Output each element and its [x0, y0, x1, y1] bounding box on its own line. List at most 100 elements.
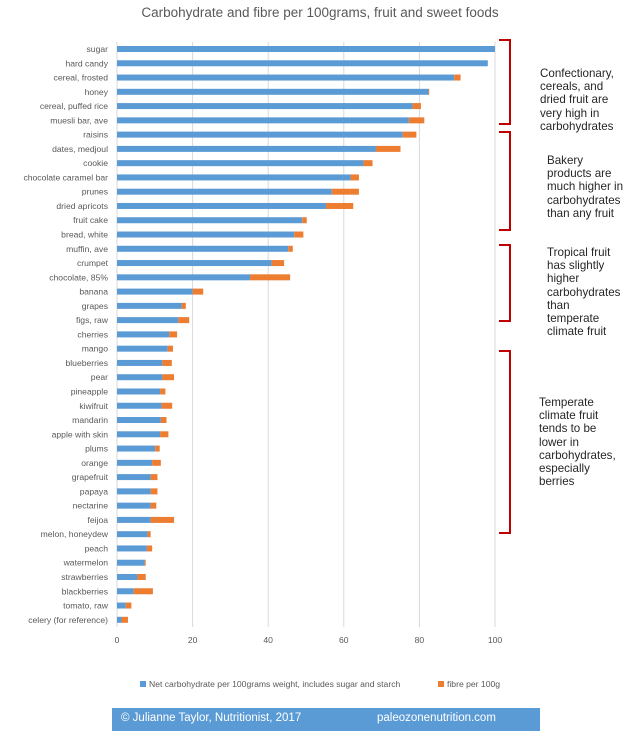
category-label: orange: [81, 458, 108, 468]
category-label: strawberries: [61, 572, 108, 582]
category-labels: sugar hard candy cereal, frosted honey cerea…: [23, 44, 108, 625]
category-label: dates, medjoul: [52, 144, 108, 154]
category-label: watermelon: [63, 558, 109, 568]
bar-net-carbohydrate: [117, 117, 409, 124]
annotation-line: Confectionary,: [540, 67, 614, 80]
x-axis-ticks: 0 20 40 60 80 100: [115, 635, 503, 645]
category-label: celery (for reference): [28, 615, 108, 625]
annotation-line: carbohydrates: [540, 119, 614, 133]
category-label: papaya: [80, 486, 108, 496]
bar-net-carbohydrate: [117, 174, 351, 181]
bar-net-carbohydrate: [117, 417, 161, 424]
bar-net-carbohydrate: [117, 516, 151, 523]
bar-fibre: [155, 445, 160, 452]
bar-fibre: [271, 260, 285, 267]
bar-net-carbohydrate: [117, 331, 170, 338]
bar-net-carbohydrate: [117, 160, 364, 167]
category-label: sugar: [87, 44, 109, 54]
bar-net-carbohydrate: [117, 588, 134, 595]
category-label: honey: [85, 87, 109, 97]
bar-fibre: [412, 103, 421, 110]
category-label: blueberries: [65, 358, 108, 368]
bar-net-carbohydrate: [117, 103, 413, 110]
category-label: raisins: [83, 130, 108, 140]
annotation-line: carbohydrates: [547, 285, 621, 299]
annotation-line: especially: [539, 462, 590, 476]
category-label: kiwifruit: [79, 401, 108, 411]
annotation-line: products are: [547, 167, 612, 181]
annotation-line: carbohydrates: [547, 193, 621, 207]
bar-net-carbohydrate: [117, 317, 179, 324]
category-label: mango: [82, 344, 108, 354]
bar-net-carbohydrate: [117, 474, 151, 481]
bar-fibre: [150, 516, 175, 523]
annotation-line: much higher in: [547, 180, 624, 194]
x-tick-label: 100: [488, 635, 503, 645]
category-label: cherries: [77, 329, 108, 339]
bar-net-carbohydrate: [117, 388, 161, 395]
category-label: nectarine: [73, 501, 109, 511]
chart-plot: sugar hard candy cereal, frosted honey cerea…: [23, 39, 511, 645]
category-label: pineapple: [71, 386, 108, 396]
bar-fibre: [408, 117, 425, 124]
category-label: muesli bar, ave: [50, 115, 108, 125]
category-label: cereal, frosted: [54, 73, 109, 83]
website-link[interactable]: paleozonenutrition.com: [377, 712, 496, 724]
bar-fibre: [160, 388, 166, 395]
category-label: grapefruit: [72, 472, 109, 482]
bar-net-carbohydrate: [117, 359, 163, 366]
annotation-line: climate fruit: [547, 325, 607, 339]
legend-swatch-blue: [140, 681, 146, 687]
bar-fibre: [160, 431, 169, 438]
bar-fibre: [150, 474, 158, 481]
bar-net-carbohydrate: [117, 488, 151, 495]
bar-fibre: [133, 588, 153, 595]
bar-net-carbohydrate: [117, 131, 403, 138]
annotation-line: lower in: [539, 435, 579, 449]
legend-label-fibre: fibre per 100g: [447, 679, 501, 689]
annotation-line: Bakery: [547, 154, 584, 167]
bar-fibre: [147, 531, 151, 538]
category-label: apple with skin: [52, 429, 109, 439]
bar-fibre: [363, 160, 373, 167]
category-label: figs, raw: [76, 315, 109, 325]
bar-net-carbohydrate: [117, 402, 162, 409]
bar-net-carbohydrate: [117, 374, 163, 381]
bar-net-carbohydrate: [117, 431, 161, 438]
bar-fibre: [454, 74, 461, 81]
bar-net-carbohydrate: [117, 60, 488, 67]
bar-fibre: [250, 274, 291, 281]
annotation-line: berries: [539, 475, 575, 489]
category-label: bread, white: [61, 230, 108, 240]
category-label: dried apricots: [56, 201, 108, 211]
bar-fibre: [152, 459, 161, 466]
bar-net-carbohydrate: [117, 616, 122, 623]
category-label: peach: [85, 543, 109, 553]
bar-net-carbohydrate: [117, 188, 332, 195]
x-tick-label: 20: [188, 635, 198, 645]
annotation-line: very high in: [540, 106, 600, 120]
bar-net-carbohydrate: [117, 602, 126, 609]
bar-fibre: [178, 317, 190, 324]
annotation-line: Temperate: [539, 396, 594, 409]
bar-net-carbohydrate: [117, 502, 151, 509]
legend-item-net-carbohydrate: Net carbohydrate per 100grams weight, in…: [140, 679, 400, 689]
bar-fibre: [150, 502, 157, 509]
annotation-line: carbohydrates,: [539, 448, 616, 462]
bar-fibre: [160, 417, 167, 424]
bar-fibre: [169, 331, 178, 338]
legend-label-net-carbohydrate: Net carbohydrate per 100grams weight, in…: [149, 679, 401, 689]
bar-net-carbohydrate: [117, 459, 153, 466]
bar-net-carbohydrate: [117, 88, 429, 95]
bar-net-carbohydrate: [117, 217, 303, 224]
annotation-bracket: [499, 244, 511, 322]
bars: [117, 46, 495, 623]
bar-net-carbohydrate: [117, 202, 327, 209]
bar-net-carbohydrate: [117, 445, 156, 452]
bar-fibre: [181, 302, 186, 309]
bar-fibre: [137, 573, 146, 580]
chart-title: Carbohydrate and fibre per 100grams, fru…: [141, 5, 499, 20]
annotation-line: cereals, and: [540, 80, 604, 94]
bar-net-carbohydrate: [117, 260, 272, 267]
bar-net-carbohydrate: [117, 274, 251, 281]
